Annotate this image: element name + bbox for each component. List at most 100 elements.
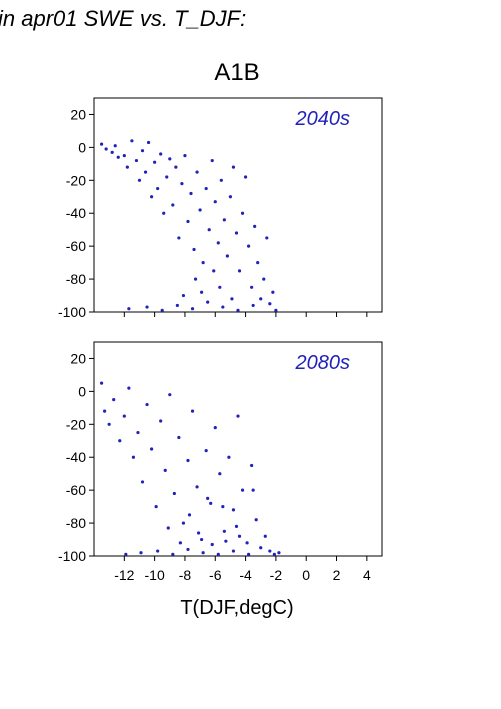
data-point — [127, 307, 131, 311]
data-point — [245, 541, 249, 545]
data-point — [118, 439, 122, 443]
data-point — [221, 305, 225, 309]
data-point — [247, 244, 251, 248]
data-point — [222, 529, 226, 533]
data-point — [237, 534, 242, 538]
data-point — [212, 269, 216, 273]
data-point — [127, 386, 131, 390]
data-point — [213, 426, 217, 430]
data-point — [195, 170, 199, 174]
y-tick-label: 20 — [70, 350, 86, 366]
data-point — [274, 308, 278, 312]
data-point — [165, 175, 169, 179]
data-point — [107, 422, 111, 426]
panel-label: 2080s — [295, 352, 351, 374]
data-point — [99, 381, 104, 385]
x-tick-label: 4 — [363, 567, 371, 583]
data-point — [195, 485, 199, 489]
data-point — [110, 150, 114, 154]
data-point — [145, 305, 149, 309]
data-point — [125, 165, 129, 169]
data-point — [186, 219, 190, 224]
y-tick-label: 0 — [78, 383, 86, 399]
panel-2040s: 20 0 -20 -40 -60 -80 -100 2040s — [58, 97, 383, 320]
y-tick-label: -80 — [66, 515, 86, 531]
data-point — [253, 224, 257, 228]
y-tick-label: -100 — [58, 548, 86, 564]
data-point — [213, 200, 217, 204]
data-point — [186, 458, 190, 463]
data-point — [204, 449, 208, 453]
data-point — [177, 435, 181, 440]
y-tick-label: -80 — [66, 271, 86, 287]
data-point — [243, 175, 248, 179]
data-point — [143, 170, 148, 174]
data-point — [263, 534, 267, 538]
y-tick-label: -100 — [58, 304, 86, 320]
y-tick-label: -60 — [66, 482, 86, 498]
data-point — [145, 402, 149, 407]
x-tick-label: -2 — [270, 567, 283, 583]
x-tick-label: -4 — [239, 567, 252, 583]
data-point — [131, 455, 136, 459]
page-title: in apr01 SWE vs. T_DJF: — [0, 6, 247, 31]
data-point — [168, 393, 172, 397]
data-point — [159, 419, 163, 423]
data-point — [234, 524, 239, 528]
data-point — [186, 547, 190, 552]
data-point — [240, 488, 245, 492]
data-point — [159, 152, 163, 156]
panel-label: 2040s — [295, 108, 351, 130]
data-point — [181, 293, 186, 298]
data-point — [190, 409, 195, 413]
data-point — [251, 303, 255, 308]
data-point — [134, 158, 139, 163]
data-point — [206, 496, 210, 500]
panels: 200-20-40-60-80-1002040s200-20-40-60-80-… — [58, 97, 383, 583]
data-point — [153, 160, 157, 164]
data-point — [130, 139, 134, 143]
data-point — [237, 269, 242, 273]
data-point — [210, 542, 214, 547]
data-point — [162, 211, 166, 215]
data-point — [231, 508, 236, 512]
data-point — [175, 303, 179, 308]
data-point — [112, 398, 116, 402]
data-point — [251, 488, 255, 492]
data-point — [201, 551, 205, 555]
x-tick-label: -8 — [179, 567, 192, 583]
data-point — [146, 140, 151, 145]
data-point — [150, 195, 154, 199]
data-point — [207, 228, 211, 232]
data-point — [104, 147, 108, 151]
data-point — [122, 414, 126, 418]
x-tick-label: 2 — [333, 567, 341, 583]
data-point — [234, 231, 239, 235]
data-point — [156, 549, 160, 553]
y-tick-label: -20 — [66, 416, 86, 432]
data-point — [231, 549, 236, 553]
y-tick-label: 0 — [78, 139, 86, 155]
data-point — [192, 247, 196, 252]
data-point — [166, 526, 170, 530]
data-point — [216, 552, 220, 556]
y-tick-label: -60 — [66, 238, 86, 254]
data-point — [177, 236, 181, 240]
data-point — [277, 551, 281, 555]
data-point — [271, 290, 275, 294]
x-tick-label: -6 — [209, 567, 222, 583]
y-tick-label: 20 — [70, 106, 86, 122]
data-point — [209, 501, 213, 505]
data-point — [219, 178, 223, 182]
data-point — [256, 261, 260, 265]
data-point — [201, 261, 205, 265]
scenario-title: A1B — [214, 59, 259, 86]
data-point — [136, 430, 140, 435]
data-point — [150, 447, 154, 451]
data-point — [218, 472, 222, 476]
data-point — [189, 191, 193, 196]
data-point — [218, 285, 222, 289]
data-point — [236, 308, 240, 312]
data-point — [124, 552, 128, 556]
data-point — [103, 409, 107, 413]
